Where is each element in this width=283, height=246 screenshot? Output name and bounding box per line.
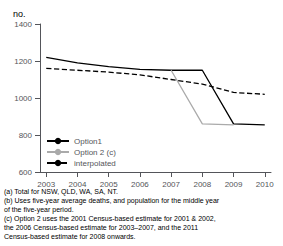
- svg-text:2009: 2009: [225, 180, 243, 189]
- svg-text:1400: 1400: [14, 20, 32, 29]
- svg-text:2008: 2008: [193, 180, 211, 189]
- svg-text:the 2006 Census-based estimate: the 2006 Census-based estimate for 2003–…: [4, 224, 198, 231]
- svg-text:2006: 2006: [131, 180, 149, 189]
- svg-text:2007: 2007: [162, 180, 180, 189]
- svg-text:interpolated: interpolated: [74, 159, 116, 168]
- svg-text:600: 600: [19, 168, 33, 177]
- svg-text:2004: 2004: [69, 180, 87, 189]
- svg-text:800: 800: [19, 131, 33, 140]
- svg-text:1200: 1200: [14, 57, 32, 66]
- svg-text:(a) Total for NSW, QLD, WA, SA: (a) Total for NSW, QLD, WA, SA, NT.: [4, 188, 118, 196]
- svg-text:2003: 2003: [37, 180, 55, 189]
- svg-text:no.: no.: [13, 9, 26, 19]
- svg-text:of the five-year period.: of the five-year period.: [4, 206, 74, 214]
- svg-text:2005: 2005: [100, 180, 118, 189]
- svg-text:2010: 2010: [256, 180, 274, 189]
- svg-text:(c) Option 2 uses the 2001 Cen: (c) Option 2 uses the 2001 Census-based …: [4, 215, 216, 223]
- svg-text:Census-based estimate for 2008: Census-based estimate for 2008 onwards.: [4, 233, 136, 240]
- svg-text:Option 2 (c): Option 2 (c): [74, 148, 116, 157]
- svg-text:(b) Uses five-year average dea: (b) Uses five-year average deaths, and p…: [4, 197, 220, 205]
- svg-text:Option1: Option1: [74, 137, 103, 146]
- svg-text:1000: 1000: [14, 94, 32, 103]
